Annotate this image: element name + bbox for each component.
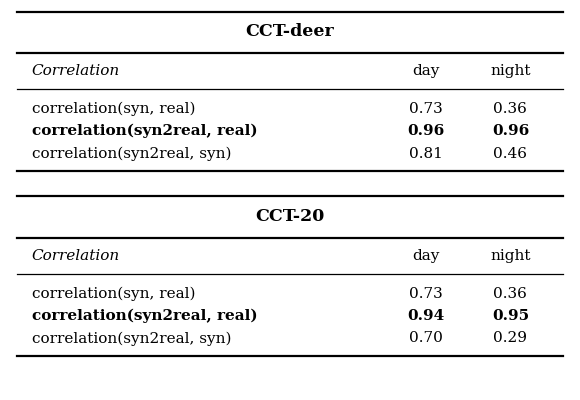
Text: 0.96: 0.96 xyxy=(408,124,445,138)
Text: 0.95: 0.95 xyxy=(492,309,529,323)
Text: 0.70: 0.70 xyxy=(409,331,443,345)
Text: 0.73: 0.73 xyxy=(409,286,443,301)
Text: 0.46: 0.46 xyxy=(494,146,527,160)
Text: CCT-20: CCT-20 xyxy=(255,208,325,225)
Text: correlation(syn2real, real): correlation(syn2real, real) xyxy=(32,124,258,138)
Text: correlation(syn2real, syn): correlation(syn2real, syn) xyxy=(32,146,231,161)
Text: 0.36: 0.36 xyxy=(494,102,527,116)
Text: correlation(syn, real): correlation(syn, real) xyxy=(32,286,195,301)
Text: correlation(syn, real): correlation(syn, real) xyxy=(32,102,195,116)
Text: CCT-deer: CCT-deer xyxy=(245,24,335,40)
Text: 0.81: 0.81 xyxy=(409,146,443,160)
Text: 0.36: 0.36 xyxy=(494,286,527,301)
Text: 0.94: 0.94 xyxy=(408,309,445,323)
Text: Correlation: Correlation xyxy=(32,64,120,78)
Text: correlation(syn2real, syn): correlation(syn2real, syn) xyxy=(32,331,231,346)
Text: day: day xyxy=(412,249,440,263)
Text: 0.29: 0.29 xyxy=(494,331,527,345)
Text: night: night xyxy=(490,64,531,78)
Text: correlation(syn2real, real): correlation(syn2real, real) xyxy=(32,309,258,323)
Text: Correlation: Correlation xyxy=(32,249,120,263)
Text: day: day xyxy=(412,64,440,78)
Text: 0.73: 0.73 xyxy=(409,102,443,116)
Text: 0.96: 0.96 xyxy=(492,124,529,138)
Text: night: night xyxy=(490,249,531,263)
